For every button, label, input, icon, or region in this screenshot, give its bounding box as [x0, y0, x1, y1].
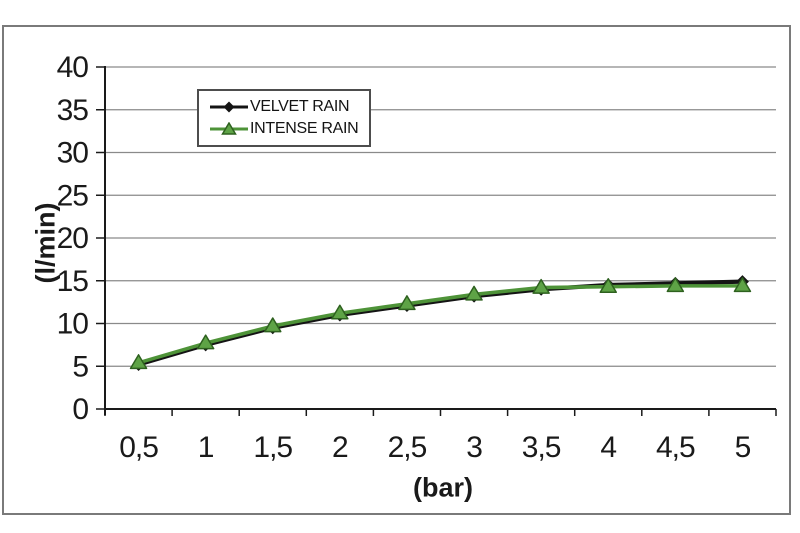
- y-tick-label: 0: [72, 393, 88, 426]
- x-tick-label: 3,5: [522, 431, 561, 464]
- triangle-marker-icon: [331, 304, 349, 320]
- legend-item-intense-rain: INTENSE RAIN: [209, 120, 369, 138]
- y-tick-label: 35: [57, 94, 89, 127]
- x-tick-label: 1: [198, 431, 214, 464]
- intense-rain-key: [210, 122, 248, 135]
- y-tick-label: 25: [57, 179, 89, 212]
- triangle-marker-icon: [196, 334, 215, 350]
- triangle-marker-icon: [264, 317, 282, 333]
- triangle-marker-icon: [465, 285, 483, 301]
- x-axis-title: (bar): [413, 472, 473, 503]
- triangle-marker-icon: [666, 277, 685, 293]
- chart-frame: [2, 25, 791, 515]
- velvet-rain-key: [210, 101, 248, 113]
- x-tick-label: 1,5: [253, 431, 292, 464]
- x-tick-label: 2: [332, 431, 348, 464]
- legend-label-velvet-rain: VELVET RAIN: [250, 98, 350, 115]
- diamond-marker-icon: [223, 101, 235, 113]
- y-tick-label: 20: [57, 222, 89, 255]
- triangle-marker-icon: [532, 278, 550, 294]
- x-tick-label: 5: [735, 431, 751, 464]
- legend-label-intense-rain: INTENSE RAIN: [250, 120, 359, 137]
- x-tick-label: 4: [600, 431, 616, 464]
- y-tick-label: 10: [57, 308, 89, 341]
- triangle-marker-icon: [599, 277, 617, 293]
- legend: VELVET RAIN INTENSE RAIN: [197, 89, 371, 147]
- y-tick-label: 40: [57, 51, 89, 84]
- y-tick-label: 15: [57, 265, 89, 298]
- y-tick-label: 30: [57, 137, 89, 170]
- x-tick-label: 3: [466, 431, 482, 464]
- series-line-intense-rain: [136, 284, 745, 365]
- x-tick-label: 2,5: [388, 431, 427, 464]
- triangle-marker-icon: [398, 295, 416, 311]
- x-tick-label: 4,5: [656, 431, 695, 464]
- legend-item-velvet-rain: VELVET RAIN: [209, 98, 369, 116]
- triangle-marker-icon: [221, 122, 237, 135]
- y-axis-title: (l/min): [30, 202, 61, 284]
- y-tick-label: 5: [72, 350, 88, 383]
- triangle-marker-icon: [733, 277, 752, 293]
- x-tick-label: 0,5: [119, 431, 158, 464]
- triangle-marker-icon: [129, 354, 148, 370]
